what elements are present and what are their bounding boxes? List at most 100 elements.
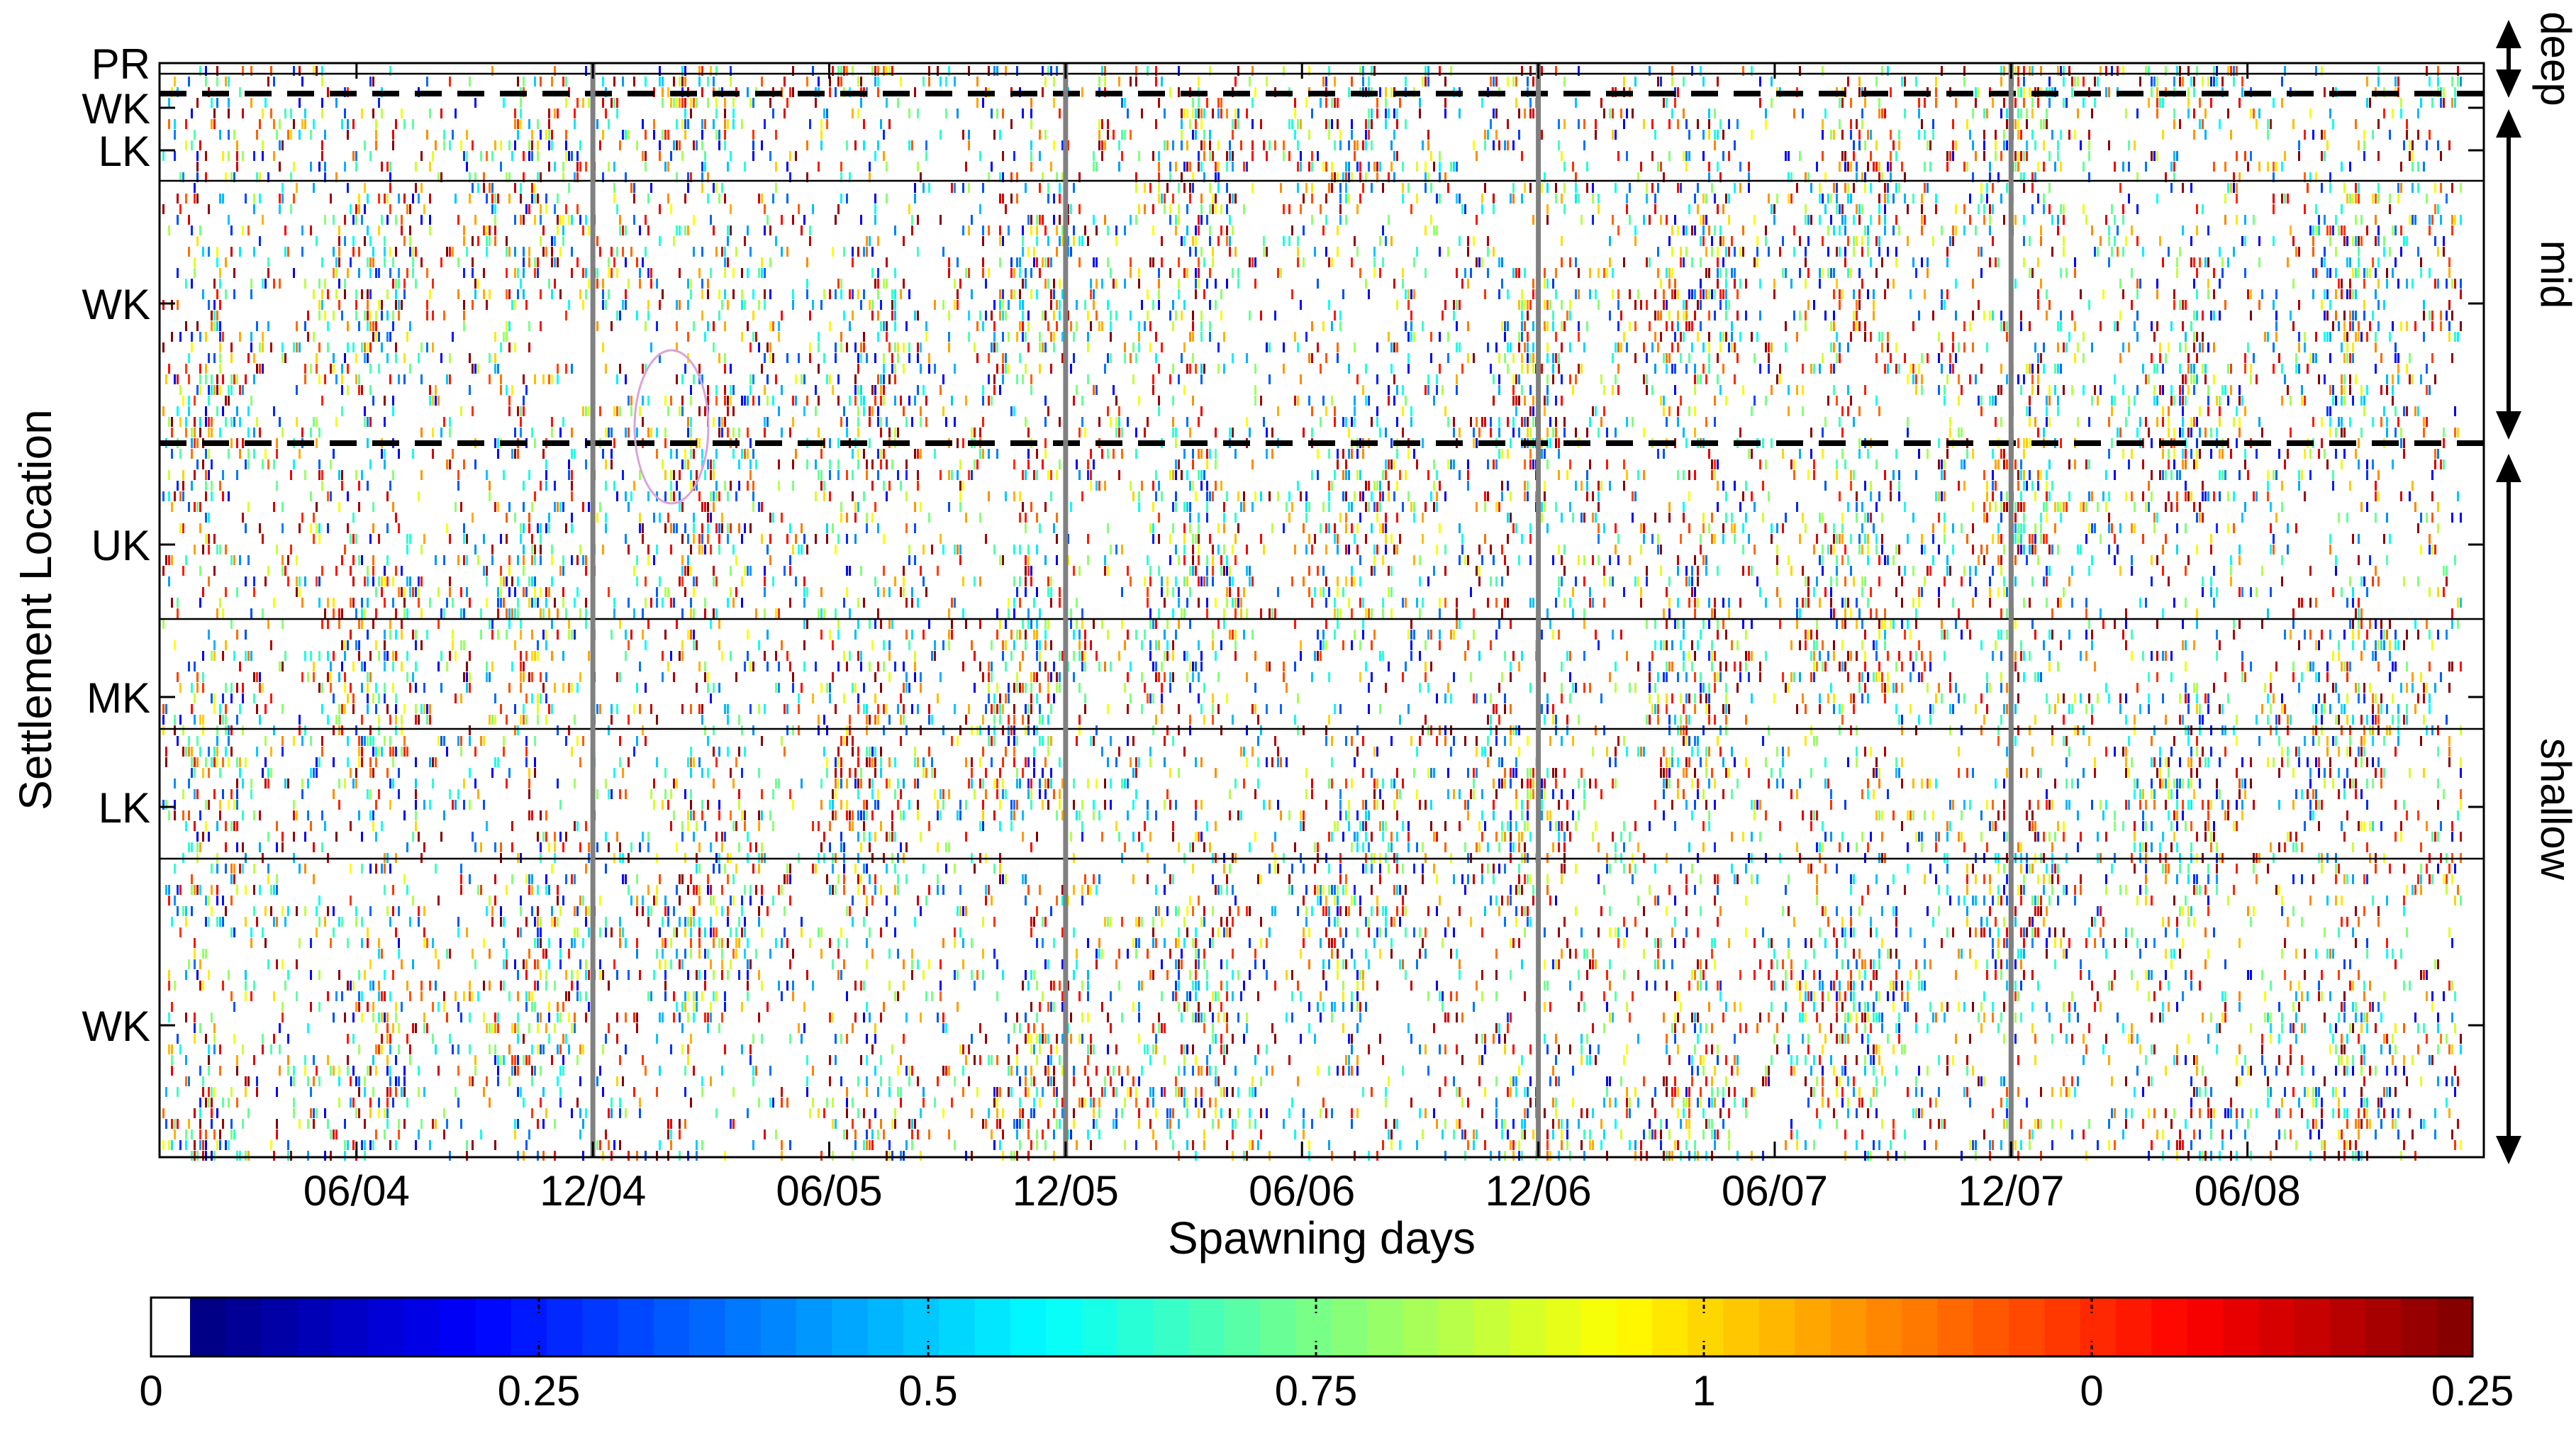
- heatmap-cell: [2431, 353, 2433, 363]
- heatmap-cell: [1498, 140, 1500, 150]
- heatmap-cell: [2267, 162, 2269, 172]
- heatmap-cell: [1844, 183, 1846, 193]
- heatmap-cell: [1995, 130, 1997, 140]
- heatmap-cell: [1195, 279, 1197, 289]
- heatmap-cell: [491, 204, 494, 214]
- heatmap-cell: [281, 140, 284, 150]
- heatmap-cell: [698, 66, 701, 76]
- heatmap-cell: [1980, 183, 1983, 193]
- heatmap-cell: [1615, 428, 1617, 437]
- heatmap-cell: [883, 151, 885, 161]
- heatmap-cell: [2429, 311, 2431, 320]
- heatmap-cell: [341, 311, 343, 320]
- heatmap-cell: [1773, 215, 1775, 225]
- heatmap-cell: [557, 194, 559, 203]
- heatmap-cell: [684, 449, 686, 459]
- heatmap-cell: [1657, 268, 1659, 278]
- heatmap-cell: [1104, 364, 1106, 374]
- heatmap-cell: [741, 300, 743, 310]
- heatmap-cell: [1444, 77, 1446, 87]
- heatmap-cell: [1192, 332, 1194, 342]
- heatmap-cell: [1047, 66, 1049, 76]
- heatmap-cell: [338, 225, 340, 235]
- heatmap-cell: [928, 77, 930, 87]
- heatmap-cell: [435, 140, 437, 150]
- heatmap-cell: [2377, 236, 2380, 246]
- heatmap-cell: [2446, 194, 2448, 203]
- heatmap-cell: [1195, 236, 1197, 246]
- heatmap-cell: [179, 172, 182, 182]
- heatmap-cell: [358, 204, 360, 214]
- heatmap-cell: [2014, 279, 2017, 289]
- heatmap-cell: [1473, 438, 1475, 448]
- heatmap-cell: [1600, 374, 1602, 384]
- heatmap-cell: [1209, 268, 1211, 278]
- heatmap-cell: [1050, 364, 1052, 374]
- heatmap-cell: [837, 279, 840, 289]
- heatmap-cell: [633, 77, 635, 87]
- heatmap-cell: [1030, 268, 1032, 278]
- heatmap-cell: [477, 183, 479, 193]
- heatmap-cell: [2324, 130, 2326, 140]
- heatmap-cell: [602, 279, 604, 289]
- heatmap-cell: [1198, 268, 1200, 278]
- heatmap-cell: [2324, 311, 2326, 320]
- heatmap-cell: [1887, 364, 1889, 374]
- heatmap-cell: [1751, 66, 1753, 76]
- heatmap-cell: [2349, 311, 2351, 320]
- heatmap-cell: [2377, 225, 2380, 235]
- heatmap-cell: [2026, 438, 2028, 448]
- heatmap-cell: [2210, 428, 2212, 437]
- heatmap-cell: [1734, 140, 1736, 150]
- heatmap-cell: [236, 162, 238, 172]
- heatmap-cell: [2023, 438, 2025, 448]
- heatmap-cell: [2312, 417, 2314, 427]
- heatmap-cell: [852, 247, 854, 257]
- heatmap-cell: [174, 130, 176, 140]
- heatmap-cell: [2411, 162, 2414, 172]
- heatmap-cell: [775, 162, 777, 172]
- heatmap-cell: [2204, 108, 2207, 118]
- heatmap-cell: [1983, 130, 1985, 140]
- heatmap-cell: [463, 151, 465, 161]
- heatmap-cell: [880, 428, 882, 437]
- heatmap-cell: [1348, 140, 1350, 150]
- heatmap-cell: [843, 311, 845, 320]
- heatmap-cell: [2241, 236, 2243, 246]
- heatmap-cell: [1095, 385, 1098, 395]
- heatmap-cell: [1822, 428, 1824, 437]
- heatmap-cell: [1975, 87, 1977, 97]
- heatmap-cell: [1524, 342, 1526, 352]
- heatmap-cell: [806, 257, 808, 267]
- heatmap-cell: [571, 428, 573, 437]
- heatmap-cell: [2264, 332, 2266, 342]
- heatmap-cell: [367, 311, 369, 320]
- heatmap-cell: [375, 140, 377, 150]
- heatmap-cell: [1677, 311, 1679, 320]
- heatmap-cell: [1722, 204, 1724, 214]
- heatmap-cell: [1668, 279, 1671, 289]
- heatmap-cell: [239, 247, 241, 257]
- heatmap-cell: [602, 172, 604, 182]
- heatmap-cell: [1047, 406, 1049, 416]
- heatmap-cell: [1819, 364, 1821, 374]
- heatmap-cell: [1339, 140, 1342, 150]
- heatmap-cell: [863, 396, 865, 406]
- heatmap-cell: [1444, 300, 1446, 310]
- heatmap-cell: [2193, 385, 2195, 395]
- heatmap-cell: [276, 438, 278, 448]
- heatmap-cell: [1473, 236, 1475, 246]
- heatmap-cell: [1234, 449, 1237, 459]
- heatmap-cell: [2131, 225, 2133, 235]
- heatmap-cell: [1402, 268, 1404, 278]
- heatmap-cell: [1022, 321, 1024, 331]
- heatmap-cell: [1527, 342, 1529, 352]
- heatmap-cell: [1189, 119, 1191, 129]
- heatmap-cell: [1578, 321, 1580, 331]
- heatmap-cell: [2335, 396, 2337, 406]
- heatmap-cell: [2162, 98, 2164, 108]
- heatmap-cell: [1969, 215, 1971, 225]
- heatmap-cell: [1382, 225, 1384, 235]
- heatmap-cell: [1345, 215, 1347, 225]
- heatmap-cell: [1785, 342, 1787, 352]
